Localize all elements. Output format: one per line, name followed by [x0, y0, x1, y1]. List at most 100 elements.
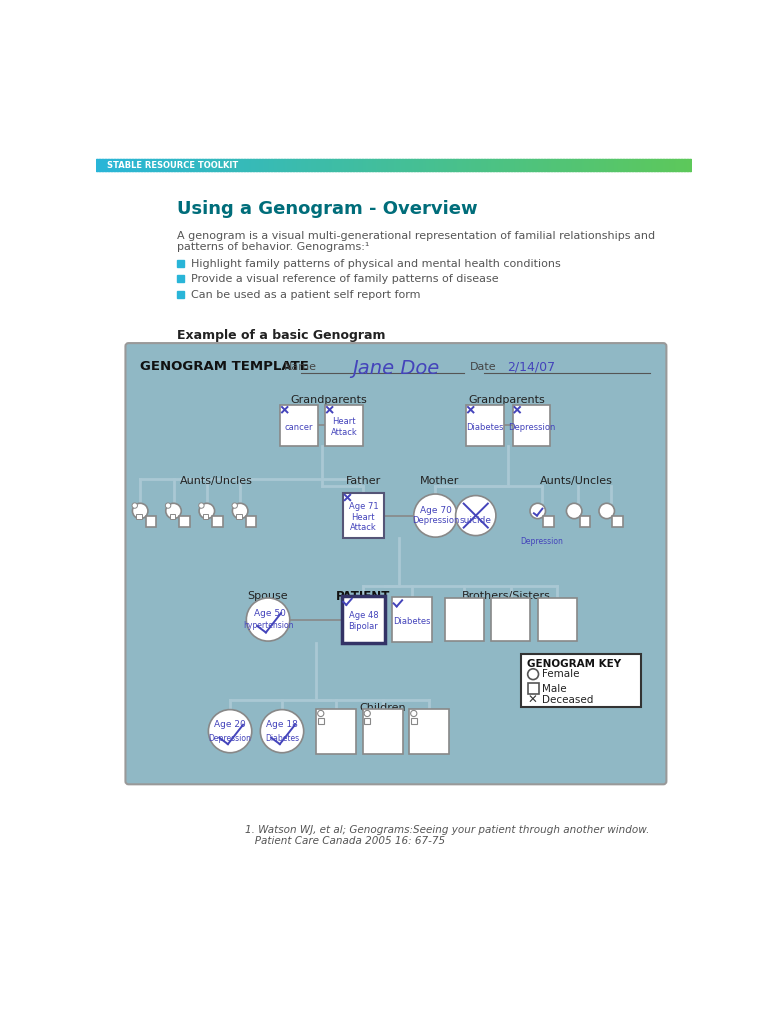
- Bar: [177, 275, 184, 283]
- Bar: [528, 683, 538, 694]
- Text: STABLE RESOURCE TOOLKIT: STABLE RESOURCE TOOLKIT: [107, 161, 238, 170]
- Text: Patient Care Canada 2005 16: 67-75: Patient Care Canada 2005 16: 67-75: [245, 836, 445, 846]
- Text: Depression: Depression: [508, 423, 555, 431]
- Bar: [170, 514, 175, 519]
- Bar: [136, 514, 142, 519]
- Bar: [237, 514, 242, 519]
- Bar: [466, 406, 504, 445]
- Text: Aunts/Uncles: Aunts/Uncles: [180, 475, 253, 485]
- Text: Jane Doe: Jane Doe: [352, 359, 439, 378]
- Text: Depression: Depression: [209, 733, 251, 742]
- Text: Age 50: Age 50: [253, 609, 286, 617]
- Text: Heart
Attack: Heart Attack: [331, 418, 357, 436]
- Text: GENOGRAM KEY: GENOGRAM KEY: [527, 658, 621, 669]
- Bar: [318, 718, 324, 724]
- Circle shape: [199, 503, 204, 508]
- Text: GENOGRAM TEMPLATE: GENOGRAM TEMPLATE: [141, 360, 309, 373]
- Bar: [177, 291, 184, 298]
- Circle shape: [528, 669, 538, 680]
- Bar: [280, 406, 318, 445]
- Bar: [146, 516, 157, 527]
- Bar: [580, 516, 591, 527]
- Circle shape: [233, 503, 248, 519]
- Circle shape: [414, 494, 457, 538]
- Text: Example of a basic Genogram: Example of a basic Genogram: [177, 330, 386, 342]
- Text: Spouse: Spouse: [248, 591, 288, 601]
- Text: Brothers/Sisters: Brothers/Sisters: [462, 591, 551, 601]
- Bar: [179, 516, 190, 527]
- Text: hypertension: hypertension: [243, 622, 293, 630]
- Circle shape: [567, 503, 582, 519]
- Circle shape: [208, 710, 252, 753]
- Bar: [392, 597, 432, 642]
- Bar: [212, 516, 223, 527]
- Circle shape: [199, 503, 214, 519]
- Text: 1. Watson WJ, et al; Genograms:Seeing your patient through another window.: 1. Watson WJ, et al; Genograms:Seeing yo…: [245, 825, 649, 836]
- Text: Male: Male: [542, 684, 567, 694]
- Text: Using a Genogram - Overview: Using a Genogram - Overview: [177, 200, 478, 218]
- Circle shape: [232, 503, 237, 508]
- Bar: [203, 514, 208, 519]
- Text: Diabetes: Diabetes: [393, 616, 431, 626]
- Bar: [343, 494, 383, 538]
- Text: Deceased: Deceased: [542, 695, 594, 706]
- Bar: [177, 260, 184, 267]
- Text: Depression: Depression: [412, 516, 459, 525]
- Text: Age 70: Age 70: [419, 506, 452, 515]
- Text: Female: Female: [542, 670, 580, 679]
- Text: Age 18: Age 18: [266, 720, 298, 729]
- Text: Depression: Depression: [520, 538, 563, 546]
- Text: suicide: suicide: [460, 516, 492, 525]
- Circle shape: [132, 503, 148, 519]
- Bar: [364, 718, 370, 724]
- Text: Grandparents: Grandparents: [468, 394, 545, 404]
- Text: Provide a visual reference of family patterns of disease: Provide a visual reference of family pat…: [190, 274, 498, 285]
- Text: Can be used as a patient self report form: Can be used as a patient self report for…: [190, 290, 420, 300]
- Text: Diabetes: Diabetes: [265, 733, 299, 742]
- Bar: [409, 709, 449, 754]
- Circle shape: [247, 598, 290, 641]
- Circle shape: [599, 503, 614, 519]
- Text: A genogram is a visual multi-generational representation of familial relationshi: A genogram is a visual multi-generationa…: [177, 230, 656, 241]
- FancyBboxPatch shape: [125, 343, 667, 784]
- Text: PATIENT: PATIENT: [336, 590, 391, 603]
- Circle shape: [411, 711, 417, 717]
- Bar: [492, 598, 530, 641]
- Bar: [521, 654, 641, 707]
- Circle shape: [132, 503, 137, 508]
- Text: Grandparents: Grandparents: [290, 394, 367, 404]
- Bar: [411, 718, 417, 724]
- Text: Name: Name: [283, 361, 316, 372]
- Bar: [326, 406, 362, 445]
- Circle shape: [364, 711, 370, 717]
- Text: Father: Father: [346, 475, 381, 485]
- Circle shape: [166, 503, 181, 519]
- Bar: [246, 516, 257, 527]
- Text: Diabetes: Diabetes: [466, 423, 504, 431]
- Circle shape: [318, 711, 324, 717]
- Circle shape: [260, 710, 303, 753]
- Text: Age 20: Age 20: [214, 720, 246, 729]
- Bar: [342, 596, 385, 643]
- Bar: [362, 709, 403, 754]
- Text: Age 48
Bipolar: Age 48 Bipolar: [349, 611, 379, 631]
- Circle shape: [165, 503, 170, 508]
- Bar: [445, 598, 484, 641]
- Circle shape: [455, 496, 496, 536]
- Text: 2/14/07: 2/14/07: [507, 360, 554, 374]
- Text: Age 71
Heart
Attack: Age 71 Heart Attack: [349, 502, 378, 532]
- Text: cancer: cancer: [285, 423, 313, 431]
- Text: Aunts/Uncles: Aunts/Uncles: [540, 475, 613, 485]
- Bar: [612, 516, 623, 527]
- Bar: [513, 406, 550, 445]
- Text: ✕: ✕: [528, 694, 538, 707]
- Text: Highlight family patterns of physical and mental health conditions: Highlight family patterns of physical an…: [190, 259, 561, 268]
- Text: patterns of behavior. Genograms:¹: patterns of behavior. Genograms:¹: [177, 243, 369, 252]
- Bar: [316, 709, 356, 754]
- Bar: [538, 598, 577, 641]
- Circle shape: [530, 503, 545, 519]
- Text: Mother: Mother: [419, 475, 459, 485]
- Bar: [543, 516, 554, 527]
- Text: Children: Children: [359, 702, 406, 713]
- Text: Date: Date: [469, 361, 496, 372]
